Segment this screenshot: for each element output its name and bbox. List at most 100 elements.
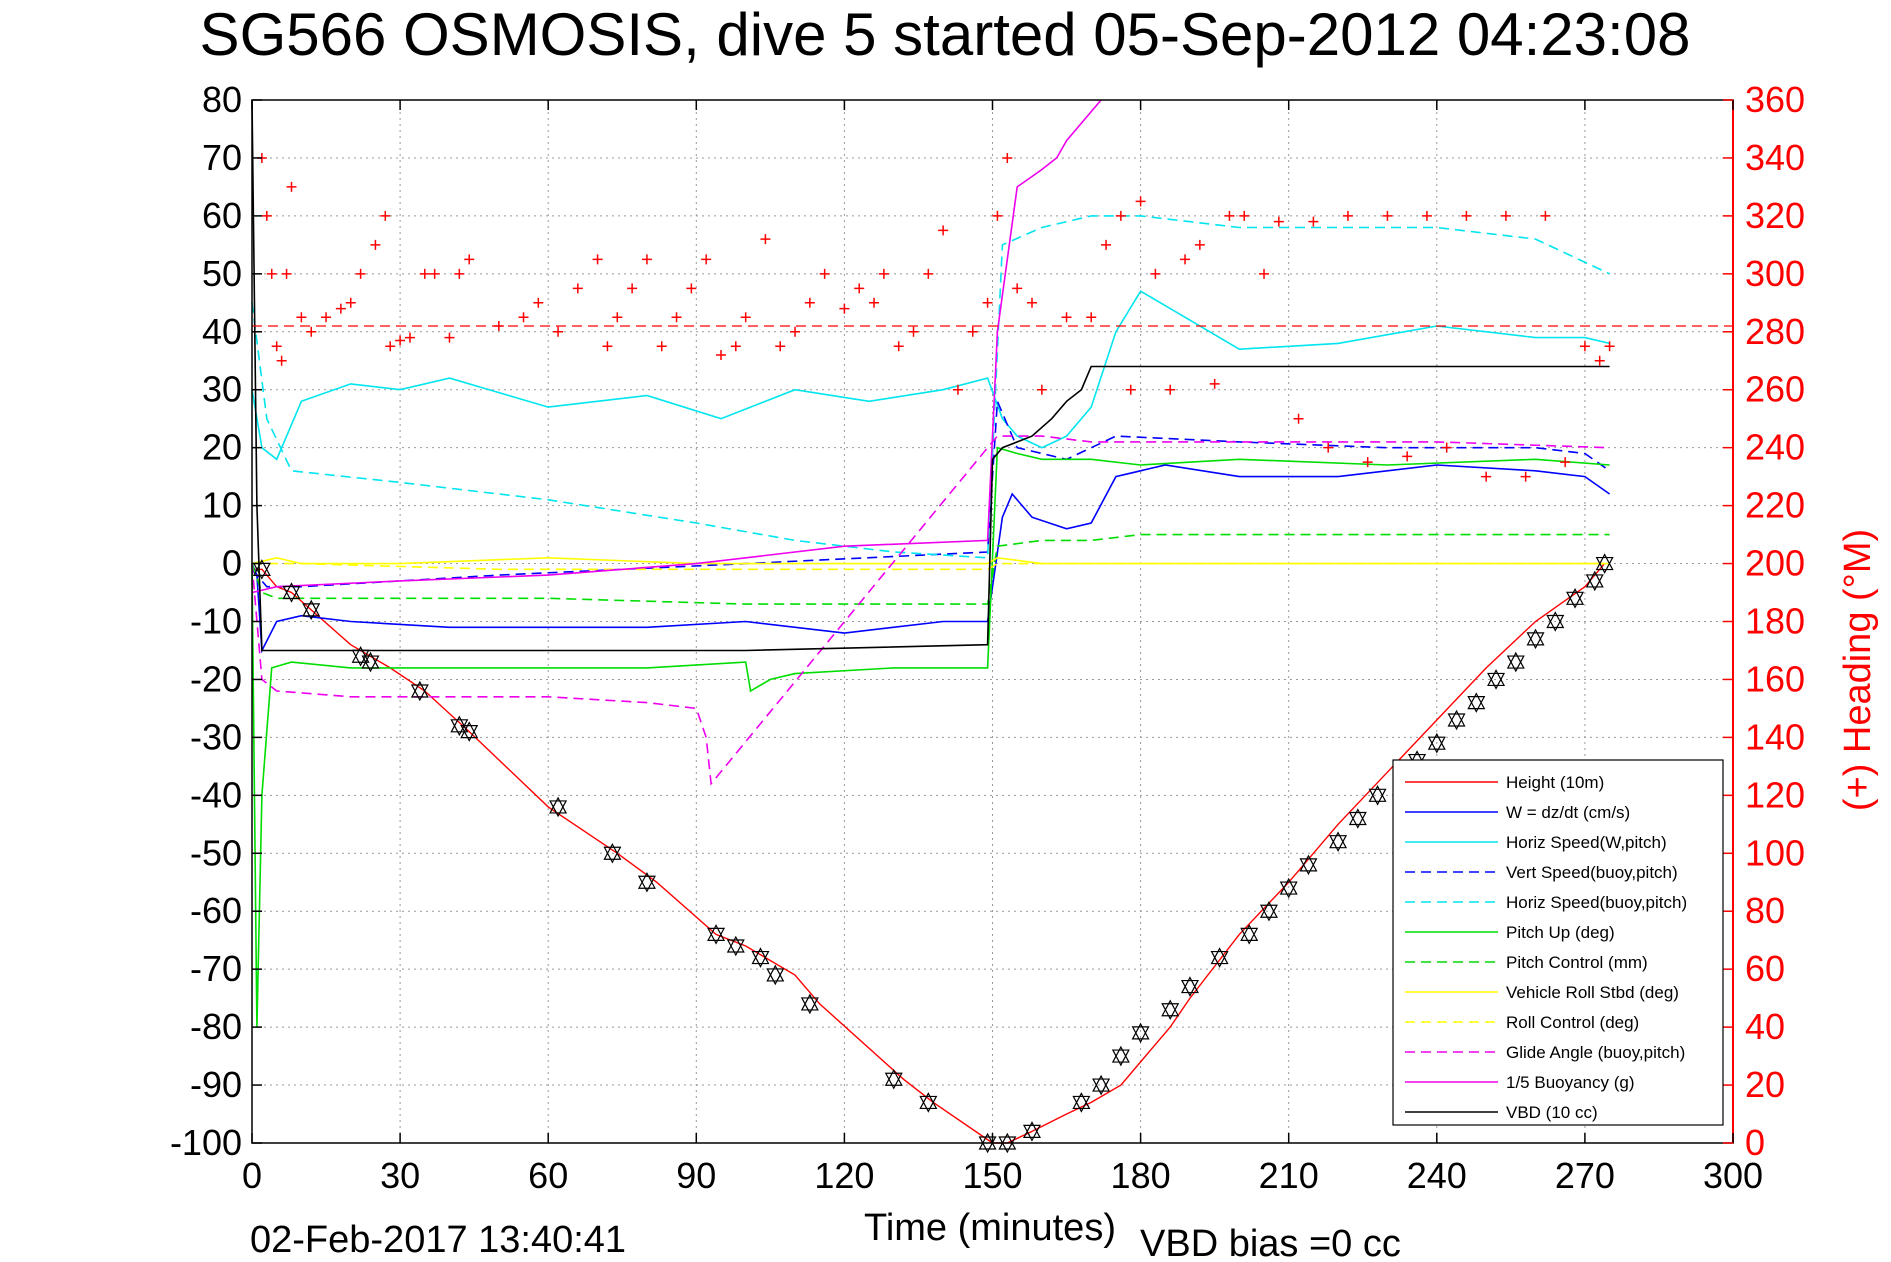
x-axis-label: Time (minutes) — [864, 1207, 1116, 1249]
heading-point — [1579, 341, 1590, 352]
legend-label: Horiz Speed(W,pitch) — [1506, 833, 1667, 852]
heading-point — [878, 268, 889, 279]
y2-tick-label: 60 — [1745, 948, 1785, 989]
series-height-10m — [252, 563, 1606, 1144]
heading-point — [612, 312, 623, 323]
y-tick-label: -70 — [190, 948, 242, 989]
heading-point — [281, 268, 292, 279]
y2-tick-label: 180 — [1745, 601, 1805, 642]
y2-tick-label: 80 — [1745, 890, 1785, 931]
heading-point — [286, 181, 297, 192]
series-vert-speed-buoy-pitch — [251, 400, 1611, 588]
height-marker — [1210, 947, 1229, 968]
heading-point — [1273, 216, 1284, 227]
series-pitch-up-deg — [251, 446, 1610, 1028]
height-marker — [766, 964, 785, 986]
y2-tick-label: 220 — [1745, 485, 1805, 526]
height-marker — [1329, 831, 1348, 852]
chart-title: SG566 OSMOSIS, dive 5 started 05-Sep-201… — [200, 1, 1691, 68]
y2-tick-label: 300 — [1745, 253, 1805, 294]
y2-axis-ticks: 3603403203002802602402202001801601401201… — [1723, 79, 1805, 1163]
markers-layer — [252, 553, 1614, 1154]
height-marker — [1506, 651, 1525, 673]
y-tick-label: 60 — [202, 195, 242, 236]
y2-tick-label: 20 — [1745, 1064, 1785, 1105]
footer-vbd-bias: VBD bias =0 cc — [1140, 1223, 1401, 1262]
heading-point — [518, 312, 529, 323]
heading-point — [271, 341, 282, 352]
heading-point — [1135, 196, 1146, 207]
heading-point — [760, 234, 771, 245]
grid — [252, 100, 1733, 1143]
y-tick-label: -100 — [170, 1122, 242, 1163]
height-marker — [978, 1132, 997, 1154]
height-marker — [351, 645, 370, 667]
y-axis-ticks: 80 70 60 50 40 30 20 10 0 -10 -20 -30 -40 -50 -60 -70 -8… — [170, 79, 262, 1163]
heading-point — [1165, 384, 1176, 395]
heading-point — [1012, 283, 1023, 294]
y-tick-label: 10 — [202, 485, 242, 526]
legend-label: Vert Speed(buoy,pitch) — [1506, 863, 1678, 882]
heading-point — [266, 268, 277, 279]
heading-point — [1540, 210, 1551, 221]
heading-point — [1115, 210, 1126, 221]
heading-point — [1026, 297, 1037, 308]
heading-point — [335, 303, 346, 314]
heading-point — [296, 312, 307, 323]
heading-point — [602, 341, 613, 352]
series-1-5-buoyancy-g — [251, 99, 1102, 594]
legend-box — [1392, 759, 1724, 1126]
y-tick-label: -90 — [190, 1064, 242, 1105]
heading-point — [854, 283, 865, 294]
y-tick-label: -30 — [190, 716, 242, 757]
heading-point — [1402, 451, 1413, 462]
heading-point — [1125, 384, 1136, 395]
heading-point — [641, 254, 652, 265]
heading-point — [992, 210, 1003, 221]
height-marker — [1467, 692, 1486, 713]
height-marker — [302, 599, 321, 621]
heading-point — [952, 384, 963, 395]
height-marker — [1427, 732, 1446, 754]
y2-tick-label: 260 — [1745, 369, 1805, 410]
heading-point — [1308, 216, 1319, 227]
heading-point — [1362, 457, 1373, 468]
heading-point — [1382, 210, 1393, 221]
heading-point — [1150, 268, 1161, 279]
height-marker — [1585, 570, 1604, 592]
x-tick-label: 60 — [528, 1155, 568, 1196]
heading-point — [869, 297, 880, 308]
height-marker — [707, 924, 726, 945]
heading-point — [553, 326, 564, 337]
legend-label: Pitch Up (deg) — [1506, 923, 1615, 942]
heading-point — [1224, 210, 1235, 221]
heading-point — [533, 297, 544, 308]
y-tick-label: -20 — [190, 658, 242, 699]
x-tick-label: 300 — [1703, 1155, 1763, 1196]
heading-point — [345, 297, 356, 308]
y2-tick-label: 120 — [1745, 774, 1805, 815]
y-tick-label: -50 — [190, 832, 242, 873]
heading-point — [923, 268, 934, 279]
heading-point — [380, 210, 391, 221]
height-marker — [1240, 924, 1259, 945]
height-marker — [998, 1132, 1017, 1154]
y-tick-label: 40 — [202, 311, 242, 352]
legend-label: Vehicle Roll Stbd (deg) — [1506, 983, 1679, 1002]
series-vbd-10-cc — [251, 99, 1610, 652]
height-marker — [1180, 976, 1199, 997]
height-marker — [549, 796, 568, 818]
height-marker — [1566, 588, 1585, 609]
heading-point — [276, 355, 287, 366]
y2-tick-label: 320 — [1745, 195, 1805, 236]
heading-point — [982, 297, 993, 308]
heading-point — [819, 268, 830, 279]
heading-point — [404, 332, 415, 343]
heading-point — [701, 254, 712, 265]
height-marker — [1348, 808, 1367, 829]
heading-point — [1002, 152, 1013, 163]
height-marker — [1487, 669, 1506, 690]
y-tick-label: -10 — [190, 601, 242, 642]
y2-tick-label: 200 — [1745, 543, 1805, 584]
